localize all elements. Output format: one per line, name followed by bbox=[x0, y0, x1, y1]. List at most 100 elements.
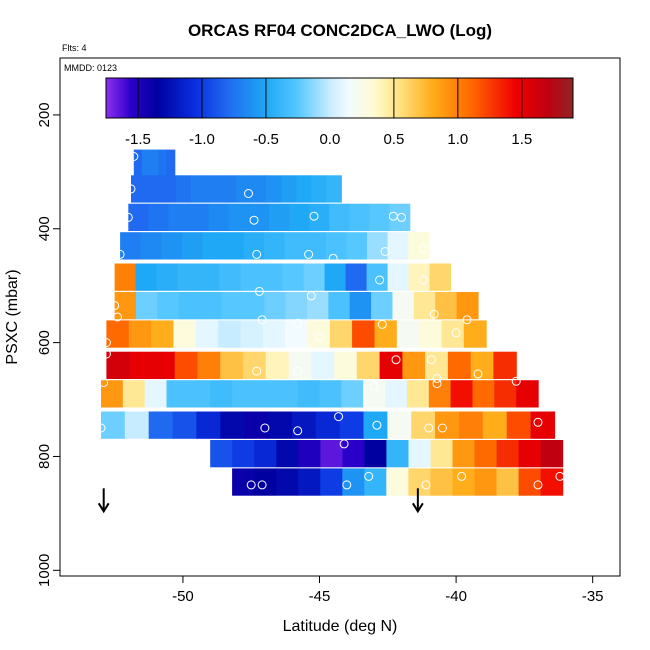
heat-cell bbox=[297, 380, 321, 408]
heat-cell bbox=[264, 292, 287, 320]
x-tick-label: -50 bbox=[172, 588, 194, 605]
heat-cell bbox=[356, 351, 381, 379]
heat-cell bbox=[181, 232, 203, 260]
heat-cell bbox=[101, 411, 126, 439]
marker-circle bbox=[369, 381, 379, 391]
colorbar-gradient bbox=[105, 77, 574, 119]
x-axis-label: Latitude (deg N) bbox=[283, 618, 398, 635]
marker-circle bbox=[555, 471, 565, 481]
marker-circle bbox=[397, 212, 406, 222]
heat-cell bbox=[385, 380, 408, 408]
heat-cell bbox=[408, 440, 432, 468]
heat-cell bbox=[195, 320, 219, 348]
marker-circle bbox=[421, 480, 431, 490]
heat-cell bbox=[435, 292, 458, 320]
arrow-head bbox=[97, 502, 110, 514]
heat-cell bbox=[413, 292, 436, 320]
heat-cell bbox=[202, 232, 224, 260]
heat-cell bbox=[324, 263, 347, 291]
heat-cell bbox=[392, 292, 415, 320]
heat-cell bbox=[493, 351, 517, 379]
heat-cell bbox=[218, 320, 241, 348]
plot-frame bbox=[59, 57, 621, 577]
heat-cell bbox=[342, 468, 365, 496]
marker-circle bbox=[101, 349, 111, 359]
heat-cell bbox=[374, 320, 398, 348]
heat-cell bbox=[106, 351, 130, 379]
heat-cell bbox=[172, 411, 198, 439]
heat-cell bbox=[114, 263, 137, 291]
heat-cell bbox=[240, 320, 264, 348]
arrow-head bbox=[412, 502, 424, 514]
heat-cell bbox=[285, 320, 308, 348]
marker-circle bbox=[451, 328, 461, 338]
heat-cell bbox=[288, 351, 312, 379]
heat-cell bbox=[296, 175, 312, 203]
x-tick-label: -35 bbox=[582, 588, 604, 605]
marker-circle bbox=[293, 318, 303, 328]
marker-circle bbox=[533, 480, 543, 490]
marker-circle bbox=[457, 471, 467, 481]
heat-cell bbox=[298, 468, 321, 496]
marker-circle bbox=[99, 378, 109, 387]
heat-cell bbox=[363, 380, 386, 408]
heat-cell bbox=[326, 175, 342, 203]
observation-markers bbox=[96, 152, 565, 490]
heat-cell bbox=[262, 320, 286, 348]
marker-circle bbox=[252, 366, 262, 376]
marker-circle bbox=[429, 309, 439, 319]
heat-cell bbox=[210, 380, 233, 408]
marker-circle bbox=[260, 423, 270, 433]
heat-cell bbox=[228, 203, 250, 231]
marker-circle bbox=[304, 249, 314, 259]
heat-cell bbox=[447, 351, 472, 379]
heat-cell bbox=[474, 440, 498, 468]
heat-cell bbox=[220, 351, 244, 379]
heat-cell bbox=[124, 411, 150, 439]
heat-cell bbox=[429, 263, 452, 291]
heat-cell bbox=[264, 232, 286, 260]
marker-circle bbox=[437, 423, 447, 433]
heat-cell bbox=[188, 203, 210, 231]
heat-cell bbox=[150, 149, 159, 177]
heat-cell bbox=[419, 320, 442, 348]
marker-circle bbox=[339, 439, 349, 449]
heat-cell bbox=[206, 175, 222, 203]
heat-cell bbox=[305, 232, 327, 260]
heat-cell bbox=[268, 411, 293, 439]
heat-cell bbox=[148, 411, 174, 439]
heat-cell bbox=[430, 468, 453, 496]
heat-cell bbox=[289, 203, 310, 231]
marker-circle bbox=[487, 332, 497, 342]
flights-annotation: Flts: 4 bbox=[62, 43, 87, 53]
heat-cell bbox=[349, 292, 372, 320]
heat-cell bbox=[470, 351, 495, 379]
heat-cell bbox=[345, 263, 368, 291]
marker-circle bbox=[380, 247, 390, 256]
heat-cell bbox=[142, 149, 151, 177]
heat-cell bbox=[198, 263, 221, 291]
heat-cell bbox=[387, 263, 410, 291]
heat-cell bbox=[530, 411, 556, 439]
heat-cell bbox=[320, 440, 343, 468]
heat-cell bbox=[188, 380, 211, 408]
heat-cell bbox=[363, 411, 388, 439]
marker-circle bbox=[391, 355, 401, 365]
heat-cell bbox=[494, 380, 517, 408]
heat-cell bbox=[463, 320, 487, 348]
marker-circle bbox=[293, 366, 303, 376]
heat-cell bbox=[506, 411, 532, 439]
heat-cell bbox=[177, 263, 200, 291]
heat-cell bbox=[402, 351, 426, 379]
marker-circle bbox=[418, 244, 428, 254]
heat-cell bbox=[386, 440, 409, 468]
heat-cell bbox=[152, 351, 176, 379]
heat-cell bbox=[269, 203, 290, 231]
heat-cell bbox=[144, 380, 168, 408]
heat-cell bbox=[221, 292, 244, 320]
marker-circle bbox=[112, 312, 122, 322]
heat-cell bbox=[320, 468, 343, 496]
heat-cell bbox=[364, 468, 387, 496]
heat-cell bbox=[408, 263, 431, 291]
marker-circle bbox=[432, 374, 442, 383]
